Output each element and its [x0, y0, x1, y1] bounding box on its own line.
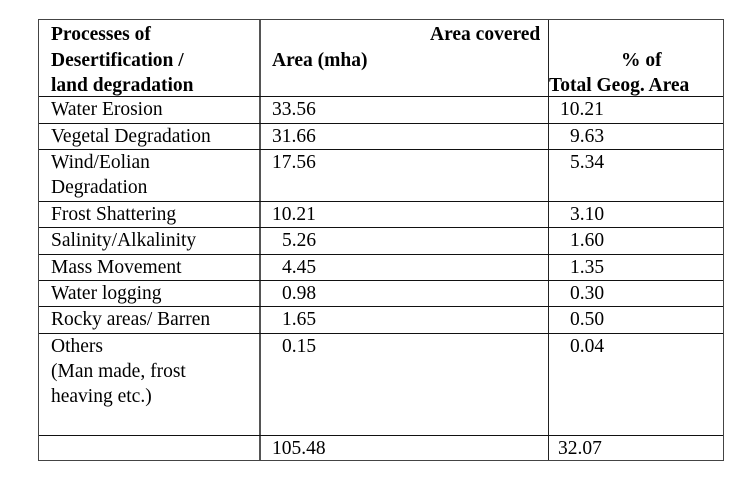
row-area: 1.65	[282, 309, 317, 330]
row-divider	[39, 123, 723, 124]
row-process: Others	[51, 336, 103, 357]
header-area-mha: Area (mha)	[272, 50, 368, 71]
row-percent: 5.34	[570, 152, 605, 173]
row-percent: 10.21	[560, 99, 604, 120]
total-divider	[39, 435, 723, 436]
row-area: 0.98	[282, 283, 317, 304]
row-percent: 1.35	[570, 257, 605, 278]
row-process: Vegetal Degradation	[51, 126, 211, 147]
row-area: 4.45	[282, 257, 317, 278]
row-process: Rocky areas/ Barren	[51, 309, 211, 330]
row-divider	[39, 201, 723, 202]
row-process: Water logging	[51, 283, 162, 304]
row-area: 17.56	[272, 152, 316, 173]
row-process: Frost Shattering	[51, 204, 177, 225]
header-process-line-2: Desertification /	[51, 50, 184, 71]
row-percent: 1.60	[570, 230, 605, 251]
row-divider	[39, 254, 723, 255]
header-percent-line-2: Total Geog. Area	[549, 75, 690, 96]
header-area-covered: Area covered	[430, 24, 541, 45]
total-area: 105.48	[272, 438, 326, 459]
header-divider	[39, 96, 723, 97]
row-area: 31.66	[272, 126, 316, 147]
row-divider	[39, 149, 723, 150]
row-process: heaving etc.)	[51, 386, 152, 407]
header-process-line-3: land degradation	[51, 75, 194, 96]
row-divider	[39, 333, 723, 334]
header-percent-line-1: % of	[621, 50, 662, 71]
column-divider-1	[259, 20, 261, 460]
row-area: 33.56	[272, 99, 316, 120]
row-divider	[39, 306, 723, 307]
row-percent: 3.10	[570, 204, 605, 225]
row-process: Wind/Eolian	[51, 152, 150, 173]
row-percent: 0.04	[570, 336, 605, 357]
row-process: Degradation	[51, 177, 148, 198]
row-area: 5.26	[282, 230, 317, 251]
row-process: Salinity/Alkalinity	[51, 230, 197, 251]
row-process: Water Erosion	[51, 99, 163, 120]
total-percent: 32.07	[558, 438, 602, 459]
header-process-line-1: Processes of	[51, 24, 151, 45]
column-divider-2	[548, 20, 549, 460]
row-divider	[39, 280, 723, 281]
row-percent: 0.30	[570, 283, 605, 304]
desertification-table: Processes of Desertification / land degr…	[38, 19, 724, 461]
row-percent: 9.63	[570, 126, 605, 147]
row-divider	[39, 227, 723, 228]
row-area: 10.21	[272, 204, 316, 225]
row-percent: 0.50	[570, 309, 605, 330]
row-area: 0.15	[282, 336, 317, 357]
row-process: (Man made, frost	[51, 361, 186, 382]
row-process: Mass Movement	[51, 257, 182, 278]
